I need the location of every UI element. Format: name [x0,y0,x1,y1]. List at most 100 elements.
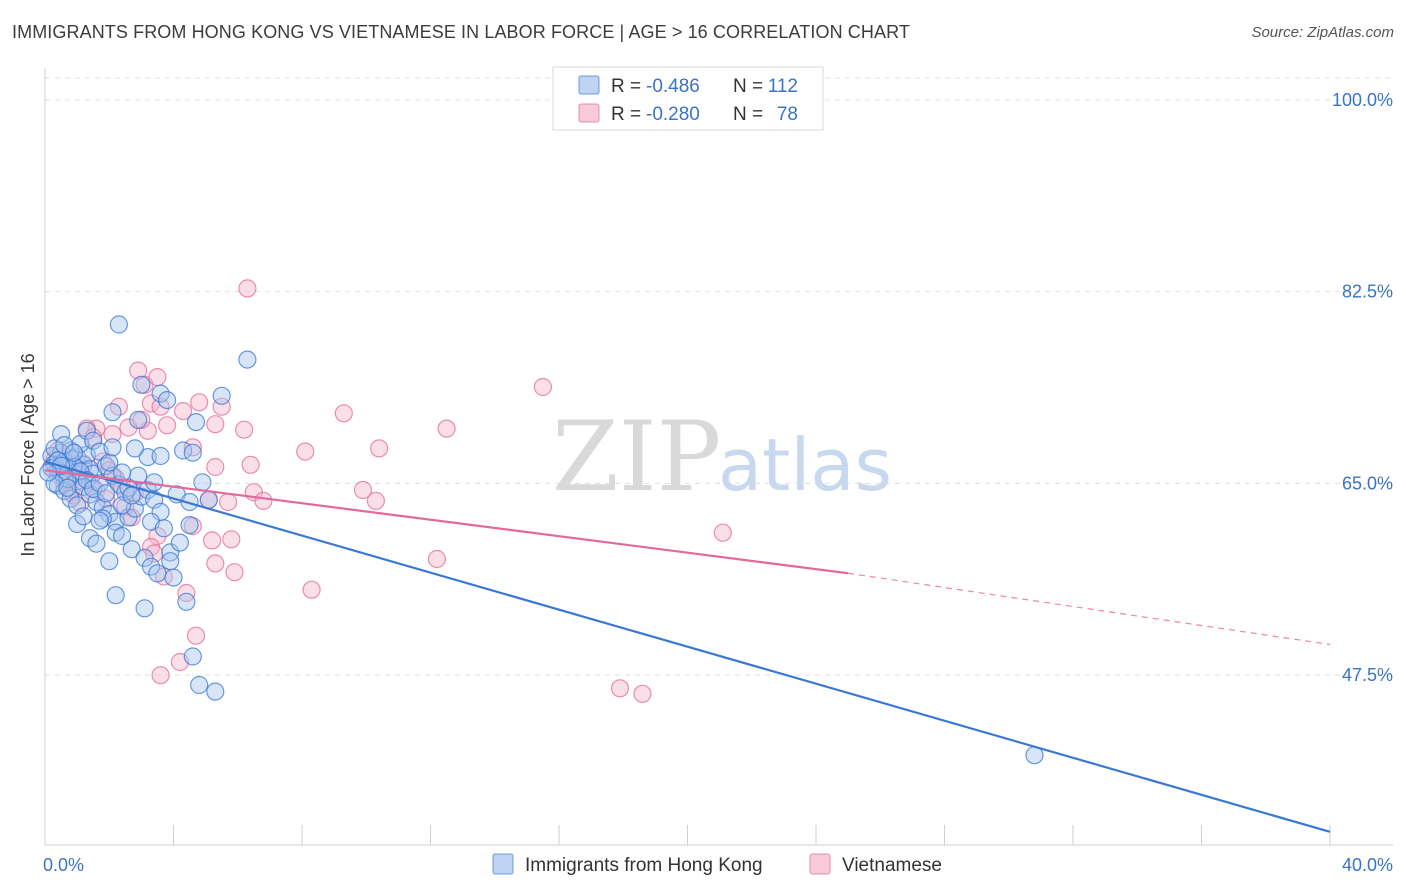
hong-kong-point-77 [145,473,164,492]
legend-r-value-2: -0.280 [646,104,700,125]
legend-n-value-1: 112 [768,76,798,97]
vietnamese-point-62 [334,404,353,423]
hong-kong-point-56 [148,564,167,583]
legend-n-value-2: 78 [777,104,798,125]
vietnamese-point-65 [370,439,389,458]
legend-r-label-1: R = [611,76,641,97]
hong-kong-point-72 [180,492,199,512]
axes [44,68,1393,846]
hong-kong-point-95 [58,478,77,497]
vietnamese-point-21 [103,425,122,444]
hong-kong-point-74 [199,490,218,509]
hong-kong-point-64 [158,391,177,410]
hong-kong-point-101 [96,484,116,503]
y-tick-label-0: 47.5% [1342,665,1393,685]
hong-kong-point-22 [61,489,80,508]
watermark-atlas: atlas [718,423,892,507]
hong-kong-point-85 [206,682,225,701]
x-tick-label-1: 40.0% [1342,855,1393,875]
vietnamese-point-67 [427,549,446,569]
vietnamese-point-68 [533,377,553,397]
vietnamese-point-66 [437,419,456,438]
legend-r-label-2: R = [611,104,641,125]
vietnamese-point-43 [254,491,273,510]
hong-kong-point-67 [238,350,257,369]
hong-kong-point-80 [106,586,125,605]
hong-kong-point-109 [164,568,183,587]
hong-kong-point-94 [55,436,74,455]
y-tick-label-2: 82.5% [1342,282,1393,302]
y-tick-labels: 47.5% 65.0% 82.5% 100.0% [1332,90,1393,685]
legend-swatch-hong-kong [578,75,600,95]
vietnamese-point-39 [206,457,225,477]
vietnamese-point-41 [219,492,238,512]
vietnamese-point-63 [353,480,373,500]
vietnamese-point-71 [610,679,630,698]
hong-kong-point-33 [77,421,96,440]
vietnamese-point-69 [713,523,732,542]
hong-kong-point-23 [67,496,87,515]
hong-kong-point-96 [64,443,84,462]
hong-kong-point-69 [138,448,157,467]
hong-kong-point-107 [154,519,173,538]
legend-n-label-2: N = [733,104,763,125]
vietnamese-point-50 [186,626,206,645]
hong-kong-point-102 [100,453,119,472]
hong-kong-point-55 [141,557,161,576]
bottom-legend-swatch-vietnamese [809,853,831,875]
vietnamese-point-37 [238,279,257,298]
hong-kong-point-63 [151,384,170,403]
hong-kong-point-51 [100,552,119,571]
hong-kong-point-70 [151,446,170,466]
hong-kong-point-11 [51,425,71,444]
vietnamese-point-38 [183,438,202,457]
y-tick-label-3: 100.0% [1332,90,1393,110]
vietnamese-point-27 [206,415,225,434]
source-credit: Source: ZipAtlas.com [1251,24,1394,41]
trend-lines [44,460,1331,833]
hong-kong-point-76 [183,443,202,462]
hong-kong-point-62 [132,375,151,394]
trend-vietnamese-solid [44,469,849,575]
hong-kong-point-103 [103,438,122,457]
hong-kong-point-83 [183,647,202,666]
vietnamese-point-26 [190,393,209,412]
hong-kong-point-84 [190,675,209,695]
vietnamese-point-25 [174,402,193,421]
chart-title: IMMIGRANTS FROM HONG KONG VS VIETNAMESE … [12,22,910,42]
hong-kong-point-87 [90,511,109,530]
vietnamese-point-64 [366,491,385,510]
vietnamese-point-47 [222,530,241,549]
vietnamese-point-24 [158,416,177,435]
trend-hong-kong [44,460,1331,833]
hong-kong-point-108 [161,552,180,571]
hong-kong-point-82 [177,592,196,611]
x-tick-labels: 0.0% 40.0% [43,855,1393,875]
legend-box: R = -0.486 N = 112 R = -0.280 N = 78 [552,66,824,131]
vietnamese-point-46 [206,554,225,573]
bottom-legend-label-hong-kong: Immigrants from Hong Kong [525,855,763,876]
hong-kong-point-73 [193,473,212,492]
watermark: ZIP atlas [552,401,892,513]
hong-kong-point-68 [109,315,129,334]
vietnamese-point-52 [151,666,170,685]
hong-kong-point-86 [74,507,93,526]
hong-kong-point-52 [112,526,132,546]
hong-kong-point-65 [186,413,206,432]
x-tick-label-0: 0.0% [43,855,84,875]
bottom-legend-swatch-hong-kong [492,853,514,875]
vietnamese-point-60 [241,455,260,474]
hong-kong-point-81 [135,599,154,618]
vietnamese-point-33 [151,397,170,416]
legend-n-label-1: N = [733,76,763,97]
hong-kong-point-105 [125,439,144,458]
hong-kong-point-88 [112,496,132,515]
hong-kong-point-36 [96,456,116,475]
hong-kong-point-61 [129,410,148,429]
legend-r-value-1: -0.486 [646,76,700,97]
y-tick-label-1: 65.0% [1342,473,1393,493]
hong-kong-point-59 [180,515,199,535]
vietnamese-point-48 [225,563,244,582]
y-axis-label: In Labor Force | Age > 16 [18,353,38,556]
